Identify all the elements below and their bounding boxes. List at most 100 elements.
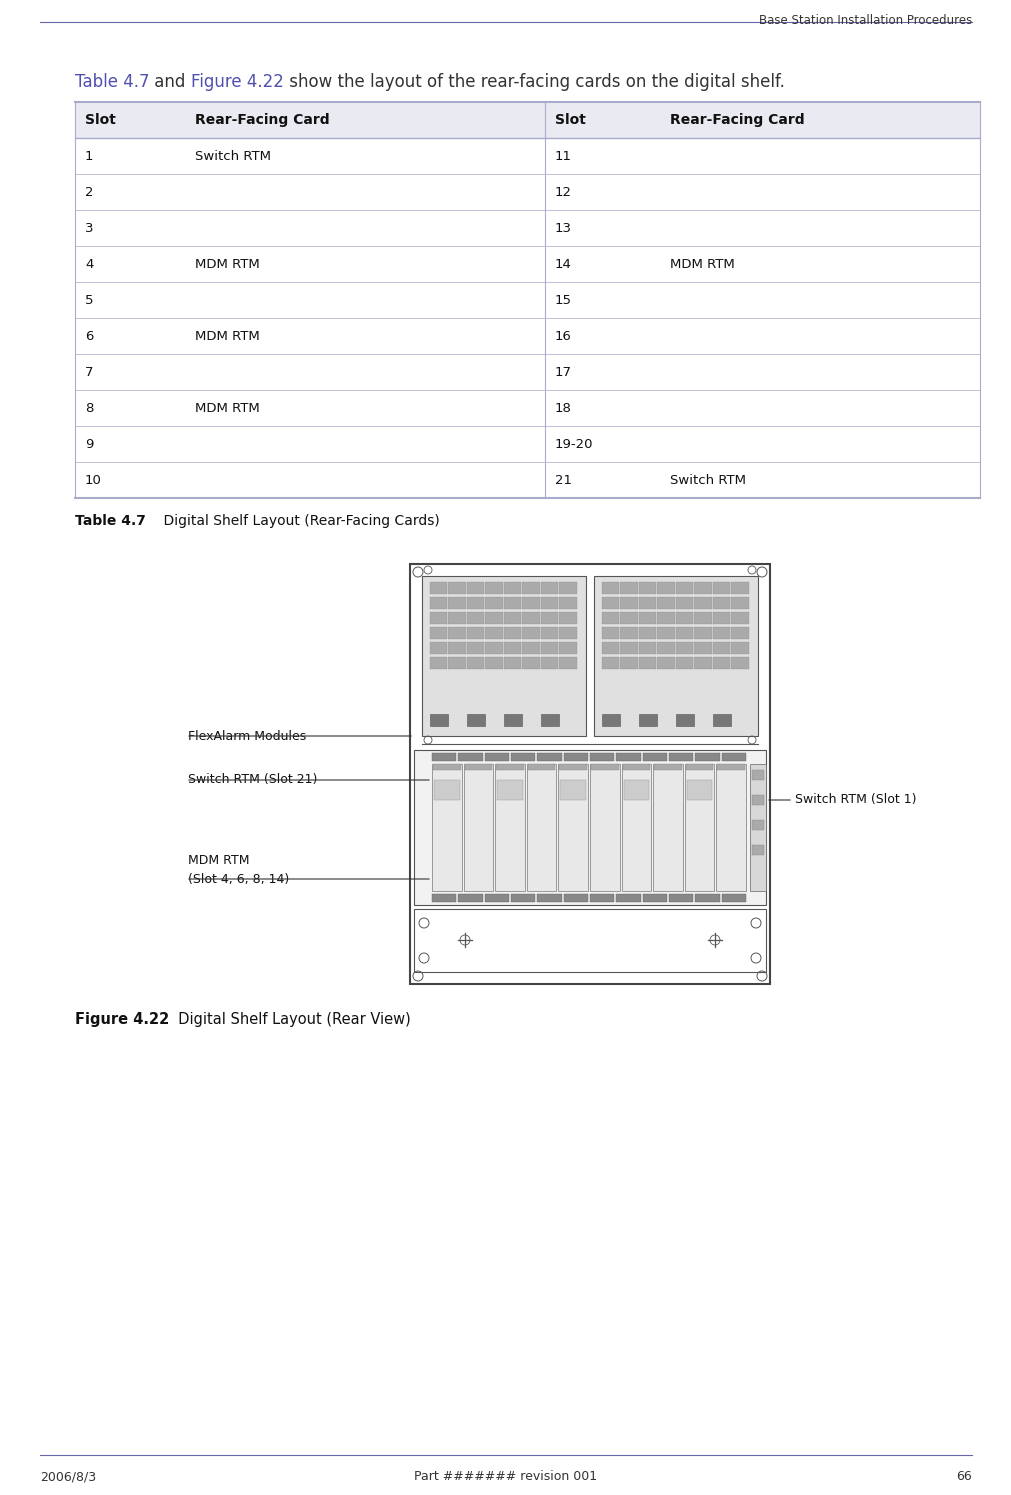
Bar <box>602 715 620 727</box>
Text: (Slot 4, 6, 8, 14): (Slot 4, 6, 8, 14) <box>188 873 289 885</box>
Text: 12: 12 <box>554 185 571 199</box>
Bar <box>522 611 540 623</box>
Bar <box>657 597 674 608</box>
Bar <box>731 582 748 594</box>
Bar <box>694 597 712 608</box>
Bar <box>503 641 521 653</box>
Text: 19-20: 19-20 <box>554 438 592 450</box>
Bar <box>563 894 587 901</box>
Bar <box>638 597 656 608</box>
Bar <box>484 753 509 761</box>
Bar <box>448 656 465 668</box>
Bar <box>686 780 712 800</box>
Text: MDM RTM: MDM RTM <box>195 257 260 271</box>
Text: 10: 10 <box>85 474 102 486</box>
Bar <box>485 626 502 638</box>
Bar <box>528 764 555 770</box>
Bar <box>621 764 650 891</box>
Bar <box>559 641 576 653</box>
Bar <box>559 764 586 770</box>
Bar <box>657 656 674 668</box>
Bar <box>413 750 765 904</box>
Text: 6: 6 <box>85 329 93 342</box>
Text: Figure 4.22: Figure 4.22 <box>191 73 284 91</box>
Bar <box>675 582 693 594</box>
Text: MDM RTM: MDM RTM <box>195 402 260 414</box>
Text: Base Station Installation Procedures: Base Station Installation Procedures <box>758 13 971 27</box>
Text: 21: 21 <box>554 474 571 486</box>
Bar <box>593 576 757 736</box>
Bar <box>409 564 769 984</box>
Text: and: and <box>150 73 191 91</box>
Bar <box>713 715 730 727</box>
Text: show the layout of the rear-facing cards on the digital shelf.: show the layout of the rear-facing cards… <box>284 73 785 91</box>
Bar <box>602 641 619 653</box>
Text: 3: 3 <box>85 221 93 235</box>
Bar <box>717 764 744 770</box>
Bar <box>589 753 614 761</box>
Bar <box>694 641 712 653</box>
Bar <box>657 626 674 638</box>
Bar <box>511 894 535 901</box>
Bar <box>466 626 484 638</box>
Text: Slot: Slot <box>85 114 116 127</box>
Bar <box>638 611 656 623</box>
Bar <box>430 715 448 727</box>
Bar <box>413 909 765 972</box>
Bar <box>522 597 540 608</box>
Bar <box>559 582 576 594</box>
Bar <box>541 641 558 653</box>
Bar <box>464 764 491 770</box>
Bar <box>694 656 712 668</box>
Text: 18: 18 <box>554 402 571 414</box>
Bar <box>620 597 637 608</box>
Bar <box>463 764 492 891</box>
Bar <box>503 626 521 638</box>
Bar <box>541 626 558 638</box>
Text: MDM RTM: MDM RTM <box>195 329 260 342</box>
Bar <box>751 819 763 830</box>
Text: Switch RTM: Switch RTM <box>195 150 271 163</box>
Text: 5: 5 <box>85 293 93 306</box>
Text: 13: 13 <box>554 221 571 235</box>
Bar <box>684 764 714 891</box>
Bar <box>638 656 656 668</box>
Bar <box>75 102 979 138</box>
Bar <box>622 764 649 770</box>
Bar <box>616 894 640 901</box>
Text: 2: 2 <box>85 185 93 199</box>
Bar <box>657 641 674 653</box>
Bar <box>537 753 561 761</box>
Bar <box>731 611 748 623</box>
Bar <box>432 894 456 901</box>
Text: Rear-Facing Card: Rear-Facing Card <box>195 114 330 127</box>
Bar <box>448 626 465 638</box>
Bar <box>466 641 484 653</box>
Bar <box>721 753 745 761</box>
Text: Switch RTM (Slot 21): Switch RTM (Slot 21) <box>188 773 317 786</box>
Bar <box>713 597 730 608</box>
Bar <box>713 656 730 668</box>
Bar <box>620 641 637 653</box>
Bar <box>602 611 619 623</box>
Bar <box>602 582 619 594</box>
Bar <box>675 715 694 727</box>
Bar <box>537 894 561 901</box>
Bar <box>602 597 619 608</box>
Bar <box>433 764 460 770</box>
Text: 7: 7 <box>85 365 93 378</box>
Text: 16: 16 <box>554 329 571 342</box>
Text: 14: 14 <box>554 257 571 271</box>
Bar <box>541 597 558 608</box>
Bar <box>642 753 666 761</box>
Bar <box>713 641 730 653</box>
Bar <box>642 894 666 901</box>
Bar <box>503 597 521 608</box>
Bar <box>541 611 558 623</box>
Text: Slot: Slot <box>554 114 585 127</box>
Bar <box>432 753 456 761</box>
Bar <box>527 764 556 891</box>
Bar <box>668 753 693 761</box>
Bar <box>466 597 484 608</box>
Bar <box>430 597 447 608</box>
